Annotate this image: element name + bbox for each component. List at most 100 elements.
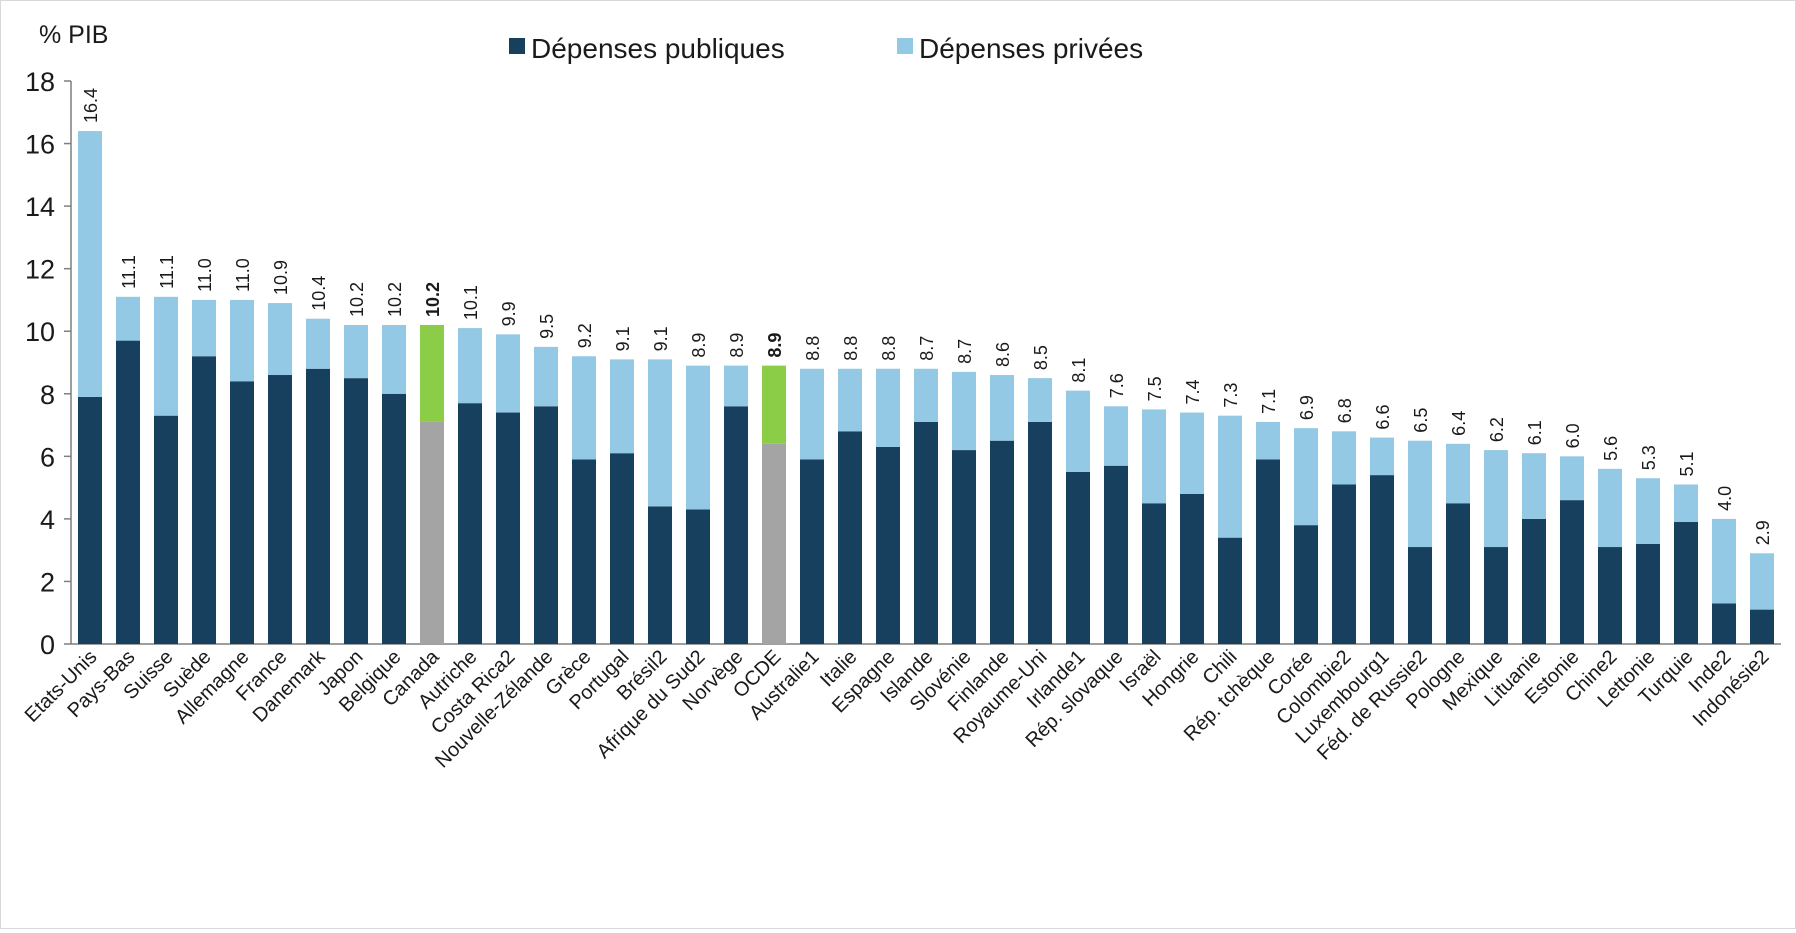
bar-private-Lituanie xyxy=(1522,453,1546,519)
bar-public-Pays-Bas xyxy=(116,340,140,644)
bar-private-Italie xyxy=(838,368,862,432)
bar-private-Rép. tchèque xyxy=(1256,421,1280,460)
y-tick-label: 14 xyxy=(25,192,55,222)
y-tick-label: 6 xyxy=(40,442,55,472)
bar-public-Inde2 xyxy=(1712,603,1736,644)
bar-private-Islande xyxy=(914,368,938,422)
bar-public-Autriche xyxy=(458,403,482,644)
value-label-Pologne: 6.4 xyxy=(1449,411,1469,436)
bar-private-Pays-Bas xyxy=(116,296,140,341)
value-label-Costa Rica2: 9.9 xyxy=(499,301,519,326)
y-tick-label: 8 xyxy=(40,380,55,410)
value-label-Turquie: 5.1 xyxy=(1677,451,1697,476)
value-label-Islande: 8.7 xyxy=(917,336,937,361)
value-label-Finlande: 8.6 xyxy=(993,342,1013,367)
bar-public-Féd. de Russie2 xyxy=(1408,547,1432,644)
bar-private-Indonésie2 xyxy=(1750,553,1774,610)
bar-private-Colombie2 xyxy=(1332,431,1356,485)
value-label-Mexique: 6.2 xyxy=(1487,417,1507,442)
bar-private-Autriche xyxy=(458,328,482,404)
bar-public-Corée xyxy=(1294,525,1318,644)
bar-private-Luxembourg1 xyxy=(1370,437,1394,476)
bar-public-Belgique xyxy=(382,393,406,644)
bar-public-Allemagne xyxy=(230,381,254,644)
bar-public-Afrique du Sud2 xyxy=(686,509,710,644)
bar-public-Rép. tchèque xyxy=(1256,459,1280,644)
bar-public-Brésil2 xyxy=(648,506,672,644)
value-label-Inde2: 4.0 xyxy=(1715,486,1735,511)
bar-public-Japon xyxy=(344,378,368,644)
bar-private-Féd. de Russie2 xyxy=(1408,440,1432,548)
value-label-Rép. slovaque: 7.6 xyxy=(1107,373,1127,398)
y-tick-label: 16 xyxy=(25,130,55,160)
value-label-Corée: 6.9 xyxy=(1297,395,1317,420)
value-label-Luxembourg1: 6.6 xyxy=(1373,405,1393,430)
bar-private-Belgique xyxy=(382,324,406,394)
value-label-Chili: 7.3 xyxy=(1221,383,1241,408)
bar-public-France xyxy=(268,375,292,644)
value-label-Portugal: 9.1 xyxy=(613,326,633,351)
value-label-Etats-Unis: 16.4 xyxy=(81,88,101,123)
bar-private-Grèce xyxy=(572,356,596,460)
bar-private-Allemagne xyxy=(230,299,254,382)
bar-public-Israël xyxy=(1142,503,1166,644)
bar-public-Lituanie xyxy=(1522,518,1546,644)
bar-public-Estonie xyxy=(1560,500,1584,644)
bar-public-Suède xyxy=(192,356,216,644)
bar-private-Afrique du Sud2 xyxy=(686,365,710,510)
value-label-France: 10.9 xyxy=(271,260,291,295)
value-label-Israël: 7.5 xyxy=(1145,376,1165,401)
bar-public-Lettonie xyxy=(1636,543,1660,644)
bar-private-France xyxy=(268,303,292,376)
bar-private-Irlande1 xyxy=(1066,390,1090,472)
value-label-Colombie2: 6.8 xyxy=(1335,398,1355,423)
bar-public-Colombie2 xyxy=(1332,484,1356,644)
bar-public-Royaume-Uni xyxy=(1028,421,1052,644)
bar-private-Turquie xyxy=(1674,484,1698,523)
bar-private-Suisse xyxy=(154,296,178,416)
legend-label-private: Dépenses privées xyxy=(919,33,1143,64)
bar-public-Danemark xyxy=(306,368,330,644)
y-tick-label: 2 xyxy=(40,567,55,597)
value-label-Afrique du Sud2: 8.9 xyxy=(689,333,709,358)
value-label-Canada: 10.2 xyxy=(423,282,443,317)
bar-private-Estonie xyxy=(1560,456,1584,501)
bar-public-Grèce xyxy=(572,459,596,644)
bar-private-OCDE xyxy=(762,365,786,444)
y-tick-label: 12 xyxy=(25,255,55,285)
bar-public-Etats-Unis xyxy=(78,396,102,644)
legend: Dépenses publiques Dépenses privées xyxy=(509,33,1143,64)
bar-public-Chili xyxy=(1218,537,1242,644)
bar-public-Italie xyxy=(838,431,862,644)
value-label-Italie: 8.8 xyxy=(841,336,861,361)
value-label-Hongrie: 7.4 xyxy=(1183,380,1203,405)
bar-public-Costa Rica2 xyxy=(496,412,520,644)
bar-private-Brésil2 xyxy=(648,359,672,507)
bar-private-Pologne xyxy=(1446,443,1470,504)
value-label-Norvège: 8.9 xyxy=(727,333,747,358)
bar-private-Danemark xyxy=(306,318,330,369)
value-label-Espagne: 8.8 xyxy=(879,336,899,361)
bar-public-Slovénie xyxy=(952,450,976,644)
bar-public-Norvège xyxy=(724,406,748,644)
bar-public-Mexique xyxy=(1484,547,1508,644)
value-label-Rép. tchèque: 7.1 xyxy=(1259,389,1279,414)
bar-public-Australie1 xyxy=(800,459,824,644)
value-label-Suède: 11.0 xyxy=(195,258,215,292)
bar-private-Australie1 xyxy=(800,368,824,460)
bar-private-Espagne xyxy=(876,368,900,447)
value-label-Japon: 10.2 xyxy=(347,282,367,317)
legend-swatch-public xyxy=(509,38,525,54)
value-label-Pays-Bas: 11.1 xyxy=(119,255,139,289)
bar-public-Canada xyxy=(420,421,444,644)
bar-private-Hongrie xyxy=(1180,412,1204,494)
bar-public-Portugal xyxy=(610,453,634,644)
bar-public-Luxembourg1 xyxy=(1370,475,1394,644)
bar-public-Pologne xyxy=(1446,503,1470,644)
legend-swatch-private xyxy=(897,38,913,54)
y-tick-label: 0 xyxy=(40,630,55,660)
bar-private-Costa Rica2 xyxy=(496,334,520,413)
value-label-OCDE: 8.9 xyxy=(765,333,785,358)
